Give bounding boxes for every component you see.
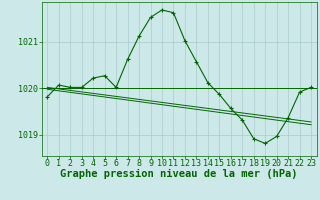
X-axis label: Graphe pression niveau de la mer (hPa): Graphe pression niveau de la mer (hPa) — [60, 169, 298, 179]
